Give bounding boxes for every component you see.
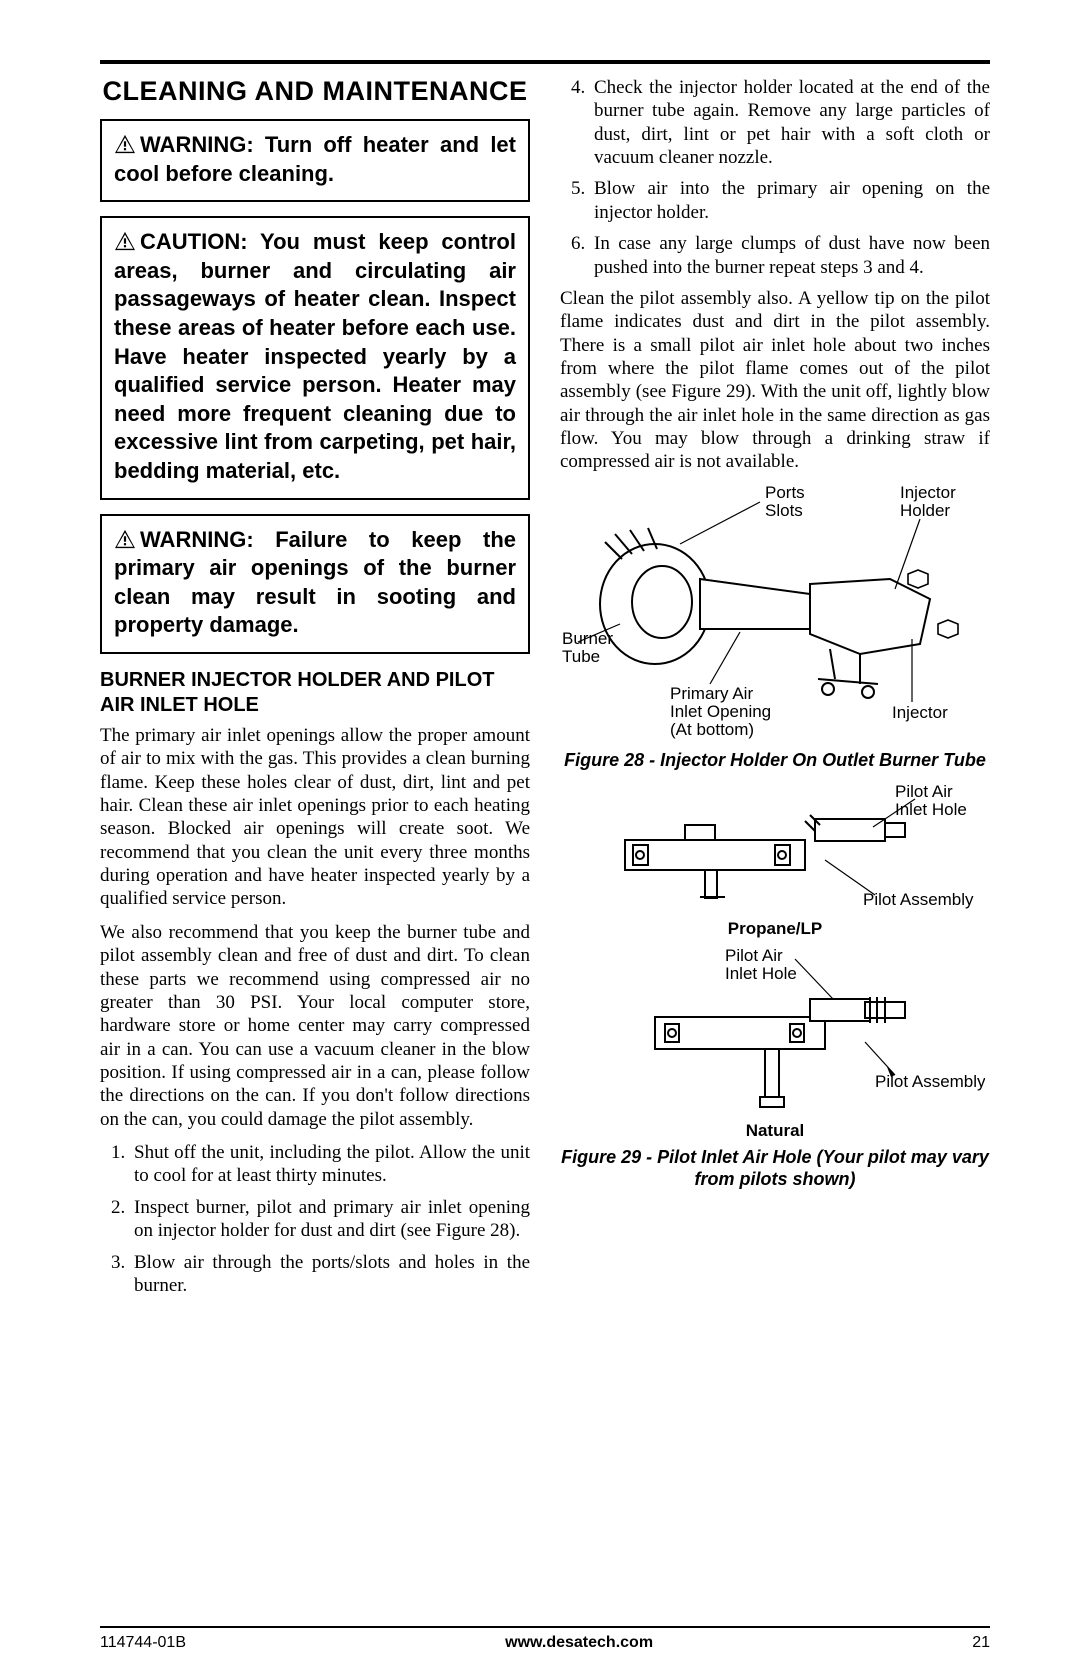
step-1: Shut off the unit, including the pilot. …	[130, 1141, 530, 1188]
top-rule	[100, 60, 990, 64]
fig29b-inlet-label: Pilot AirInlet Hole	[725, 947, 797, 983]
warning-icon	[114, 134, 136, 154]
right-column: Check the injector holder located at the…	[560, 76, 990, 1556]
figure-29b-svg: Pilot AirInlet Hole Pilot Assembly	[565, 947, 985, 1117]
para-1: The primary air inlet openings allow the…	[100, 724, 530, 911]
warning-2-content: WARNING: Failure to keep the primary air…	[114, 527, 516, 638]
footer-left: 114744-01B	[100, 1634, 186, 1652]
figure-29a-svg: Pilot AirInlet Hole Pilot Assembly	[565, 785, 985, 915]
warning-box-2: WARNING: Failure to keep the primary air…	[100, 514, 530, 654]
warning-icon	[114, 529, 136, 549]
figure-28-caption: Figure 28 - Injector Holder On Outlet Bu…	[560, 750, 990, 772]
fig29-natural-label: Natural	[560, 1121, 990, 1141]
fig28-burnertube-label: BurnerTube	[562, 629, 613, 666]
figure-28-svg: PortsSlots InjectorHolder BurnerTube Pri…	[560, 484, 990, 744]
left-column: CLEANING AND MAINTENANCE WARNING: Turn o…	[100, 76, 530, 1556]
fig28-primaryair-label: Primary AirInlet Opening(At bottom)	[670, 684, 771, 739]
subhead-burner: BURNER INJECTOR HOLDER AND PILOT AIR INL…	[100, 668, 530, 718]
step-4: Check the injector holder located at the…	[590, 76, 990, 169]
fig29a-inlet-label: Pilot AirInlet Hole	[895, 785, 967, 819]
caution-text-1: CAUTION: You must keep control areas, bu…	[114, 228, 516, 485]
caution-1-content: CAUTION: You must keep control areas, bu…	[114, 229, 516, 483]
fig28-injector-label: Injector	[892, 703, 948, 722]
step-2: Inspect burner, pilot and primary air in…	[130, 1196, 530, 1243]
fig28-injholder-label: InjectorHolder	[900, 484, 956, 520]
para-3: Clean the pilot assembly also. A yellow …	[560, 287, 990, 474]
warning-text-2: WARNING: Failure to keep the primary air…	[114, 526, 516, 640]
step-3: Blow air through the ports/slots and hol…	[130, 1251, 530, 1298]
footer-center: www.desatech.com	[505, 1634, 653, 1652]
warning-icon	[114, 231, 136, 251]
fig29-propane-label: Propane/LP	[560, 919, 990, 939]
warning-1-content: WARNING: Turn off heater and let cool be…	[114, 132, 516, 186]
caution-box-1: CAUTION: You must keep control areas, bu…	[100, 216, 530, 499]
fig29a-assembly-label: Pilot Assembly	[863, 890, 974, 909]
bottom-rule	[100, 1626, 990, 1628]
figure-29-caption: Figure 29 - Pilot Inlet Air Hole (Your p…	[560, 1147, 990, 1190]
page-footer: 114744-01B www.desatech.com 21	[100, 1634, 990, 1652]
step-6: In case any large clumps of dust have no…	[590, 232, 990, 279]
steps-list-left: Shut off the unit, including the pilot. …	[100, 1141, 530, 1297]
fig28-ports-label: PortsSlots	[765, 484, 805, 520]
fig29b-assembly-label: Pilot Assembly	[875, 1072, 985, 1091]
warning-box-1: WARNING: Turn off heater and let cool be…	[100, 119, 530, 202]
step-5: Blow air into the primary air opening on…	[590, 177, 990, 224]
two-column-layout: CLEANING AND MAINTENANCE WARNING: Turn o…	[100, 76, 990, 1556]
warning-text-1: WARNING: Turn off heater and let cool be…	[114, 131, 516, 188]
steps-list-right: Check the injector holder located at the…	[560, 76, 990, 279]
para-2: We also recommend that you keep the burn…	[100, 921, 530, 1131]
footer-right: 21	[972, 1634, 990, 1652]
section-title: CLEANING AND MAINTENANCE	[100, 76, 530, 107]
